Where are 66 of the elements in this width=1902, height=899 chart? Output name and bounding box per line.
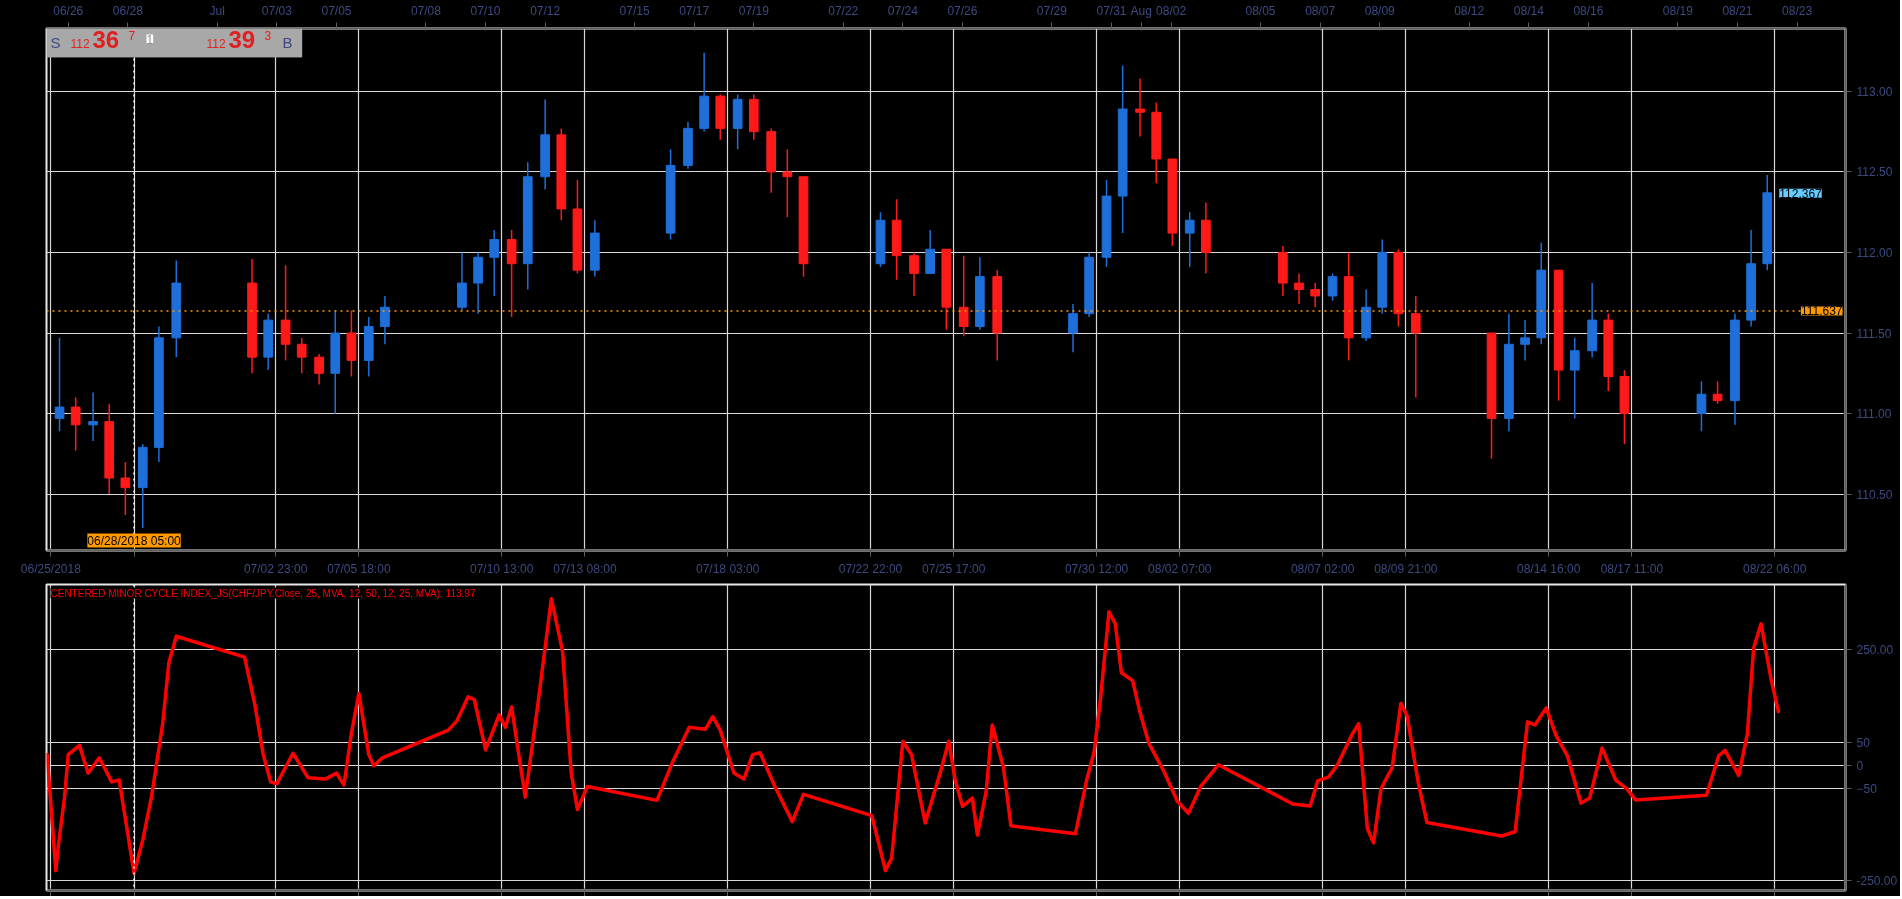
x-tick-label: 07/05 18:00 xyxy=(327,561,391,576)
x2-tick-label: 06/26 xyxy=(53,3,84,18)
x2-tick-label: 08/12 xyxy=(1454,3,1485,18)
annotation: 112.367 xyxy=(1779,186,1823,201)
x2-tick-label: Jul xyxy=(209,3,225,18)
x-tick-label: 08/14 16:00 xyxy=(1516,561,1581,576)
x-tick-label: 08/09 21:00 xyxy=(1374,561,1438,576)
x-tick-label: 07/22 22:00 xyxy=(838,561,903,576)
y-tick-label: 111.00 xyxy=(1856,407,1892,422)
x2-tick-label: 07/17 xyxy=(679,3,710,18)
x2-tick-label: 07/05 xyxy=(321,3,352,18)
chart-title: CENTERED MINOR CYCLE INDEX_JS(CHF/JPY.Close, 25, MVA, 12, 50, 12, 25, MVA): 113.97 xyxy=(50,587,476,599)
x-tick-label: 07/30 12:00 xyxy=(1064,561,1129,576)
x2-tick-label: 08/02 xyxy=(1156,3,1187,18)
x-tick-label: 08/17 11:00 xyxy=(1600,561,1664,576)
x-tick-label: 07/02 23:00 xyxy=(243,561,308,576)
annotation: B xyxy=(282,33,293,51)
y-tick-label: 113.00 xyxy=(1856,84,1893,99)
x2-tick-label: 07/29 xyxy=(1036,3,1068,18)
annotation: 1 xyxy=(146,32,154,47)
x2-tick-label: 07/08 xyxy=(410,3,442,18)
x2-tick-label: 08/09 xyxy=(1364,3,1396,18)
y-tick-label: 250.00 xyxy=(1856,643,1894,658)
ref-line-label: 111.637 xyxy=(1800,304,1843,319)
y-tick-label: 112.00 xyxy=(1856,245,1893,260)
y-tick-label: 110.50 xyxy=(1856,487,1893,502)
x-tick-label: 07/10 13:00 xyxy=(469,561,534,576)
x2-tick-label: 08/07 xyxy=(1305,3,1336,18)
x2-tick-label: 08/21 xyxy=(1722,3,1753,18)
x2-tick-label: 06/28 xyxy=(112,3,144,18)
annotation: 39 xyxy=(228,25,256,53)
x2-tick-label: 07/19 xyxy=(738,3,770,18)
annotation: 7 xyxy=(128,28,136,43)
x-tick-label: 07/18 03:00 xyxy=(696,561,760,576)
x2-tick-label: 08/05 xyxy=(1245,3,1276,18)
y-tick-label: 111.50 xyxy=(1856,326,1892,341)
annotation: S xyxy=(50,33,61,51)
x2-tick-label: 08/23 xyxy=(1782,3,1813,18)
x-tick-label: 08/02 07:00 xyxy=(1148,561,1212,576)
x-tick-label: 06/25/2018 xyxy=(20,561,82,576)
x2-tick-label: 08/14 xyxy=(1513,3,1545,18)
x2-tick-label: 07/31 xyxy=(1096,3,1127,18)
x-tick-label: 07/13 08:00 xyxy=(553,561,617,576)
annotation: 112 xyxy=(206,36,226,51)
y-tick-label: 0 xyxy=(1856,758,1864,773)
x2-tick-label: 07/22 xyxy=(828,3,859,18)
annotation: 36 xyxy=(92,25,120,53)
x-tick-label: 07/25 17:00 xyxy=(922,561,986,576)
y-tick-label: 112.50 xyxy=(1856,165,1893,180)
x2-tick-label: 07/10 xyxy=(470,3,501,18)
x2-tick-label: 07/15 xyxy=(619,3,650,18)
x-tick-label: 08/07 02:00 xyxy=(1290,561,1355,576)
x2-tick-label: 07/12 xyxy=(530,3,561,18)
x2-tick-label: 07/03 xyxy=(261,3,293,18)
annotation: 112 xyxy=(70,36,90,51)
x2-tick-label: 07/24 xyxy=(887,3,919,18)
ref-line-label: 06/28/2018 05:00 xyxy=(87,533,182,548)
x-tick-label: 08/22 06:00 xyxy=(1743,561,1807,576)
y-tick-label: 50 xyxy=(1856,735,1871,750)
x2-tick-label: 08/19 xyxy=(1662,3,1694,18)
x2-tick-label: 07/26 xyxy=(947,3,978,18)
x2-tick-label: 08/16 xyxy=(1573,3,1604,18)
x2-tick-label: Aug xyxy=(1130,3,1152,18)
y-tick-label: −50 xyxy=(1856,781,1878,796)
y-tick-label: -250.00 xyxy=(1856,874,1898,889)
annotation: 3 xyxy=(264,28,272,43)
